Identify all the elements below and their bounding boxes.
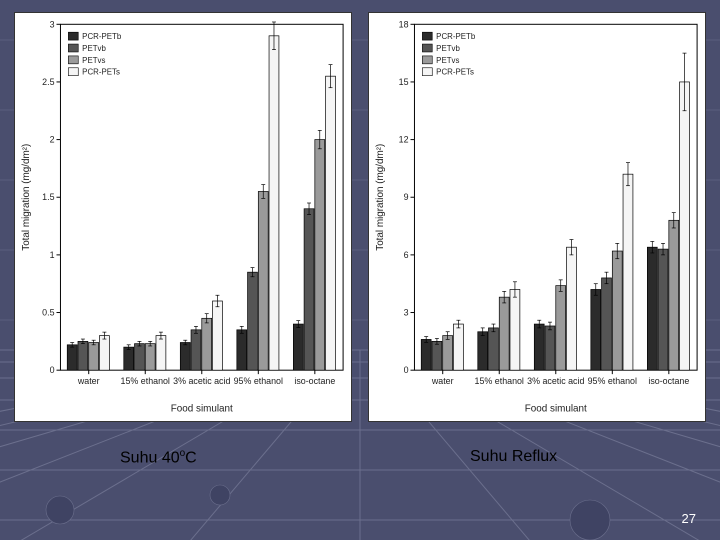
svg-text:0.5: 0.5 — [42, 307, 54, 317]
caption-left-text: Suhu 40 — [120, 449, 180, 466]
svg-text:2: 2 — [50, 135, 55, 145]
svg-text:PCR-PETb: PCR-PETb — [436, 32, 476, 41]
svg-text:2.5: 2.5 — [42, 77, 54, 87]
svg-text:PETvs: PETvs — [436, 56, 459, 65]
svg-text:15% ethanol: 15% ethanol — [475, 376, 524, 386]
svg-text:95% ethanol: 95% ethanol — [588, 376, 637, 386]
svg-text:0: 0 — [50, 365, 55, 375]
svg-text:PETvb: PETvb — [436, 44, 460, 53]
svg-text:PCR-PETs: PCR-PETs — [436, 68, 474, 77]
svg-text:PCR-PETs: PCR-PETs — [82, 68, 120, 77]
svg-text:15: 15 — [399, 77, 409, 87]
svg-text:iso-octane: iso-octane — [648, 376, 689, 386]
svg-text:3% acetic acid: 3% acetic acid — [527, 376, 584, 386]
svg-text:0: 0 — [404, 365, 409, 375]
chart-left-svg: 0 0.5 1 1.5 2 2.5 3 Total migration (mg/dm²) Foo… — [15, 13, 351, 421]
svg-text:95% ethanol: 95% ethanol — [234, 376, 283, 386]
chart-right-panel: 0 3 6 9 12 15 18 Total migration (mg/dm²) Food s… — [368, 12, 706, 422]
svg-text:Food simulant: Food simulant — [525, 404, 587, 415]
svg-text:PCR-PETb: PCR-PETb — [82, 32, 122, 41]
svg-text:water: water — [431, 376, 454, 386]
caption-left-after: C — [185, 449, 197, 466]
chart-left-panel: 0 0.5 1 1.5 2 2.5 3 Total migration (mg/dm²) Foo… — [14, 12, 352, 422]
svg-text:iso-octane: iso-octane — [294, 376, 335, 386]
caption-right: Suhu Reflux — [470, 448, 557, 466]
svg-text:water: water — [77, 376, 100, 386]
svg-text:Total migration (mg/dm²): Total migration (mg/dm²) — [21, 144, 32, 251]
chart-right-svg: 0 3 6 9 12 15 18 Total migration (mg/dm²) Food s… — [369, 13, 705, 421]
charts-row: 0 0.5 1 1.5 2 2.5 3 Total migration (mg/dm²) Foo… — [14, 12, 706, 422]
page-number: 27 — [682, 511, 696, 526]
svg-text:3: 3 — [404, 307, 409, 317]
svg-text:1: 1 — [50, 250, 55, 260]
svg-text:9: 9 — [404, 192, 409, 202]
svg-text:Food simulant: Food simulant — [171, 404, 233, 415]
caption-left: Suhu 40oC — [120, 448, 197, 467]
svg-text:Total migration (mg/dm²): Total migration (mg/dm²) — [375, 144, 386, 251]
svg-text:15% ethanol: 15% ethanol — [121, 376, 170, 386]
svg-text:12: 12 — [399, 135, 409, 145]
svg-text:18: 18 — [399, 19, 409, 29]
caption-right-text: Suhu Reflux — [470, 448, 557, 465]
svg-text:6: 6 — [404, 250, 409, 260]
svg-text:3% acetic acid: 3% acetic acid — [173, 376, 230, 386]
svg-text:3: 3 — [50, 19, 55, 29]
svg-text:PETvb: PETvb — [82, 44, 106, 53]
svg-text:PETvs: PETvs — [82, 56, 105, 65]
svg-text:1.5: 1.5 — [42, 192, 54, 202]
